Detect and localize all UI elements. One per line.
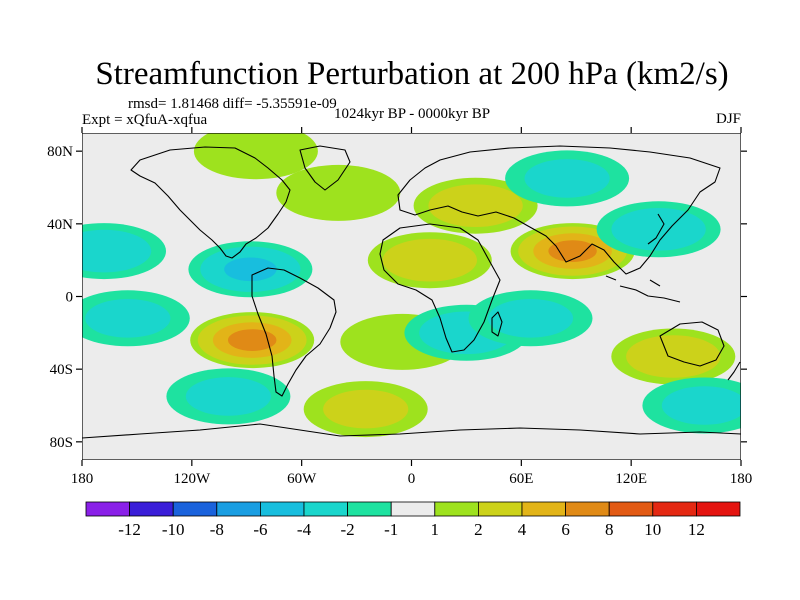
anomaly-mediterranean-positive-level-2 <box>428 184 523 227</box>
coast-north-america <box>130 146 291 259</box>
y-tick-label: 40N <box>47 217 73 233</box>
colorbar-swatch <box>652 501 697 517</box>
chart-title: Streamfunction Perturbation at 200 hPa (… <box>95 56 728 92</box>
anomaly-australia-positive-level-2 <box>626 335 721 378</box>
anomaly-tibet-positive-level-6 <box>548 240 597 262</box>
colorbar-swatch <box>259 501 305 517</box>
colorbar-label: 8 <box>605 520 614 539</box>
anomaly-arctic-positive-level-1 <box>193 133 318 180</box>
coast-africa <box>379 223 501 353</box>
colorbar-label: -12 <box>118 520 141 539</box>
coast-greenland <box>299 145 351 191</box>
anomaly-north-pacific-negative-level-2 <box>82 229 152 273</box>
stats-text: rmsd= 1.81468 diff= -5.35591e-09 <box>128 96 337 112</box>
x-tick-label: 60E <box>509 471 533 487</box>
y-tick-label: 80N <box>47 144 73 160</box>
colorbar-label: 4 <box>518 520 527 539</box>
coast-antarctica <box>82 423 741 439</box>
coast-new-zealand <box>727 361 741 381</box>
anomaly-north-africa-positive-level-2 <box>382 238 477 282</box>
colorbar-label: 1 <box>431 520 440 539</box>
anomaly-south-pacific-positive-level-6 <box>228 329 277 351</box>
coast-madagascar <box>491 311 503 337</box>
colorbar: -12 -10 -8 -6 -4 -2 -1 1 2 4 6 8 10 12 <box>85 501 741 539</box>
anomaly-south-pacific-west-negative-level-2 <box>85 299 171 338</box>
anomaly-caribbean-negative-level-4 <box>224 257 277 282</box>
x-tick-label: 60W <box>287 471 317 487</box>
colorbar-swatch <box>129 501 174 517</box>
coast-south-america <box>251 267 337 397</box>
colorbar-swatch <box>608 501 654 517</box>
map-axes: 180 120W 60W 0 60E 120E 180 80N 40N 0 40S 80S <box>47 127 752 487</box>
anomaly-southern-ocean-negative-level-2 <box>185 377 271 416</box>
colorbar-swatch <box>172 501 218 517</box>
coast-australia <box>659 321 725 367</box>
colorbar-label: -8 <box>210 520 224 539</box>
anomaly-southeast-indian-negative-level-2 <box>661 386 741 425</box>
colorbar-label: -6 <box>253 520 267 539</box>
x-tick-label: 120E <box>615 471 647 487</box>
colorbar-label: 2 <box>474 520 483 539</box>
colorbar-label: 6 <box>561 520 570 539</box>
anomaly-siberia-negative-level-2 <box>524 159 610 198</box>
colorbar-label: -2 <box>341 520 355 539</box>
colorbar-swatch <box>477 501 523 517</box>
colorbar-swatch <box>434 501 479 517</box>
colorbar-swatch <box>85 501 130 517</box>
experiment-text: Expt = xQfuA-xqfua <box>82 112 207 128</box>
coastlines <box>82 145 741 439</box>
colorbar-label: 10 <box>644 520 661 539</box>
colorbar-swatch <box>303 501 348 517</box>
season-text: DJF <box>716 111 741 127</box>
colorbar-label: -1 <box>384 520 398 539</box>
coast-indonesia <box>605 275 681 303</box>
anomaly-northwest-pacific-negative-level-2 <box>611 208 706 251</box>
anomaly-field <box>82 133 741 438</box>
colorbar-swatch <box>390 501 436 517</box>
x-tick-label: 180 <box>730 471 753 487</box>
anomaly-indian-ocean-negative-level-2 <box>487 299 574 338</box>
coast-eurasia <box>397 145 721 275</box>
colorbar-label: -10 <box>162 520 185 539</box>
colorbar-swatch <box>565 501 610 517</box>
y-tick-label: 0 <box>66 290 74 306</box>
coast-japan <box>647 213 665 245</box>
colorbar-label: 12 <box>688 520 705 539</box>
x-tick-label: 180 <box>71 471 94 487</box>
period-text: 1024kyr BP - 0000kyr BP <box>334 106 490 122</box>
colorbar-swatch <box>521 501 566 517</box>
colorbar-swatch <box>696 501 741 517</box>
y-tick-label: 80S <box>50 435 73 451</box>
anomaly-north-atlantic-positive-level-1 <box>276 164 401 221</box>
colorbar-label: -4 <box>297 520 312 539</box>
x-tick-label: 0 <box>408 471 416 487</box>
map-plot <box>82 133 741 460</box>
x-tick-label: 120W <box>173 471 211 487</box>
anomaly-south-atlantic-positive-level-2 <box>323 389 409 429</box>
colorbar-swatch <box>347 501 392 517</box>
colorbar-swatch <box>216 501 261 517</box>
y-tick-label: 40S <box>50 362 73 378</box>
